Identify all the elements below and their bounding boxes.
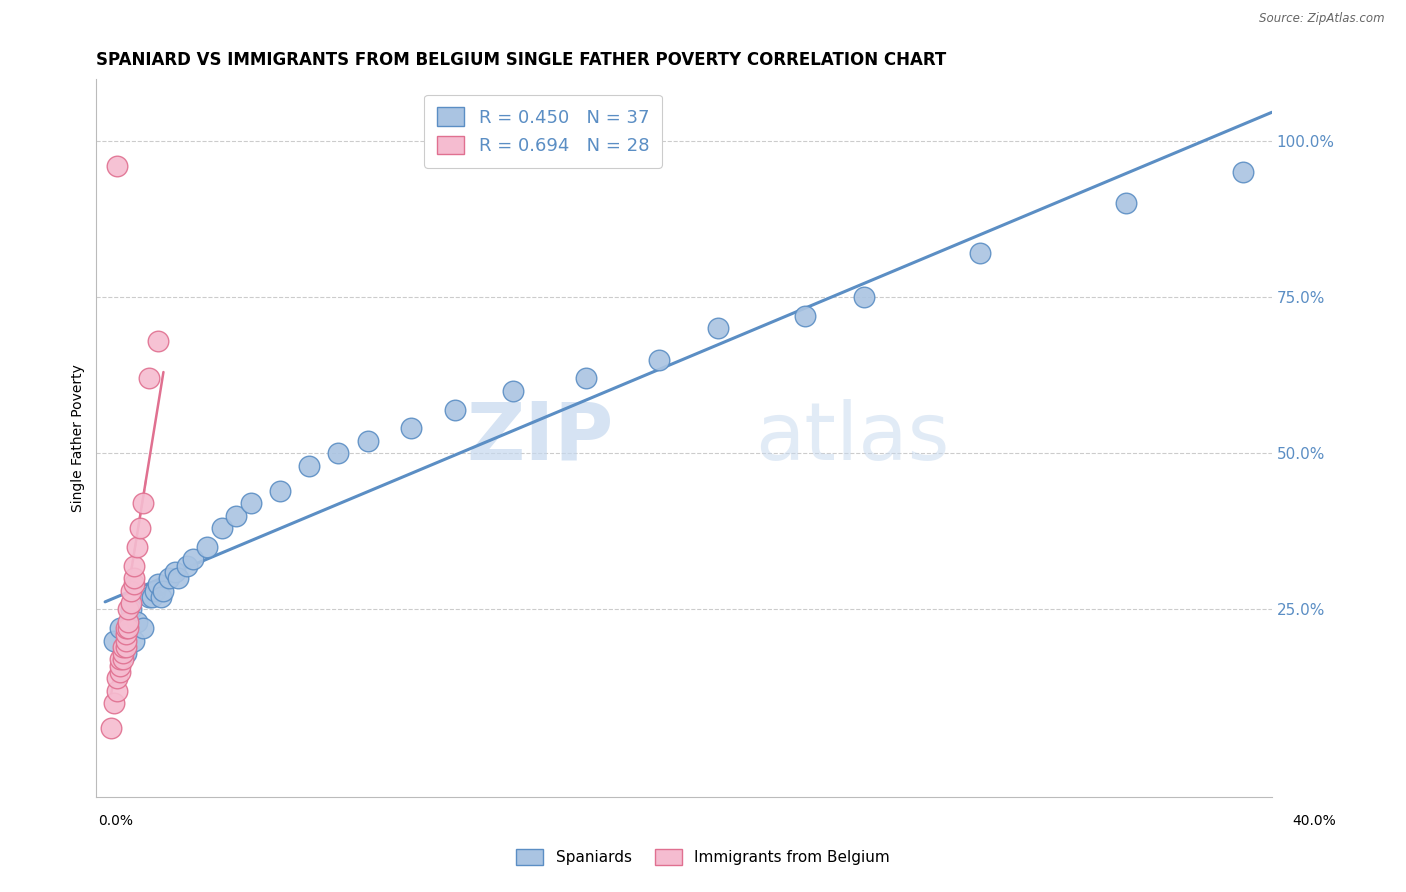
Point [117,602,139,616]
Point [138,590,160,604]
Text: ZIP: ZIP [467,399,613,476]
Point [105,159,128,173]
Point [152,583,174,598]
Point [269,483,291,498]
Point [122,577,145,591]
Text: Source: ZipAtlas.com: Source: ZipAtlas.com [1260,12,1385,25]
Point [969,246,991,260]
Point [127,540,149,554]
Point [129,521,152,535]
Point [157,571,180,585]
Point [195,540,218,554]
Point [1232,165,1254,179]
Point [575,371,598,385]
Point [108,652,131,666]
Point [239,496,262,510]
Text: 0.0%: 0.0% [98,814,132,828]
Point [225,508,247,523]
Point [444,402,467,417]
Point [146,334,169,348]
Point [122,633,145,648]
Point [648,352,671,367]
Point [103,633,125,648]
Point [181,552,204,566]
Point [122,571,145,585]
Point [120,596,142,610]
Point [328,446,350,460]
Point [105,671,128,685]
Point [100,721,122,735]
Point [103,696,125,710]
Text: SPANIARD VS IMMIGRANTS FROM BELGIUM SINGLE FATHER POVERTY CORRELATION CHART: SPANIARD VS IMMIGRANTS FROM BELGIUM SING… [97,51,946,69]
Point [401,421,423,435]
Point [108,621,131,635]
Point [141,590,163,604]
Point [132,621,155,635]
Point [706,321,728,335]
Point [132,496,155,510]
Text: atlas: atlas [755,399,949,476]
Point [852,290,875,304]
Point [111,640,134,654]
Point [356,434,378,448]
Point [114,646,136,660]
Point [105,683,128,698]
Y-axis label: Single Father Poverty: Single Father Poverty [72,364,86,512]
Point [111,646,134,660]
Point [111,652,134,666]
Legend: Spaniards, Immigrants from Belgium: Spaniards, Immigrants from Belgium [510,843,896,871]
Point [149,590,172,604]
Legend: R = 0.450   N = 37, R = 0.694   N = 28: R = 0.450 N = 37, R = 0.694 N = 28 [425,95,662,168]
Point [143,583,166,598]
Point [122,558,145,573]
Point [176,558,198,573]
Point [794,309,817,323]
Point [108,658,131,673]
Point [167,571,190,585]
Point [138,371,160,385]
Point [298,458,321,473]
Point [146,577,169,591]
Point [114,627,136,641]
Text: 40.0%: 40.0% [1292,814,1337,828]
Point [114,621,136,635]
Point [127,615,149,629]
Point [120,602,142,616]
Point [1115,196,1137,211]
Point [120,583,142,598]
Point [211,521,233,535]
Point [108,665,131,679]
Point [114,633,136,648]
Point [117,615,139,629]
Point [165,565,187,579]
Point [114,640,136,654]
Point [117,621,139,635]
Point [502,384,524,398]
